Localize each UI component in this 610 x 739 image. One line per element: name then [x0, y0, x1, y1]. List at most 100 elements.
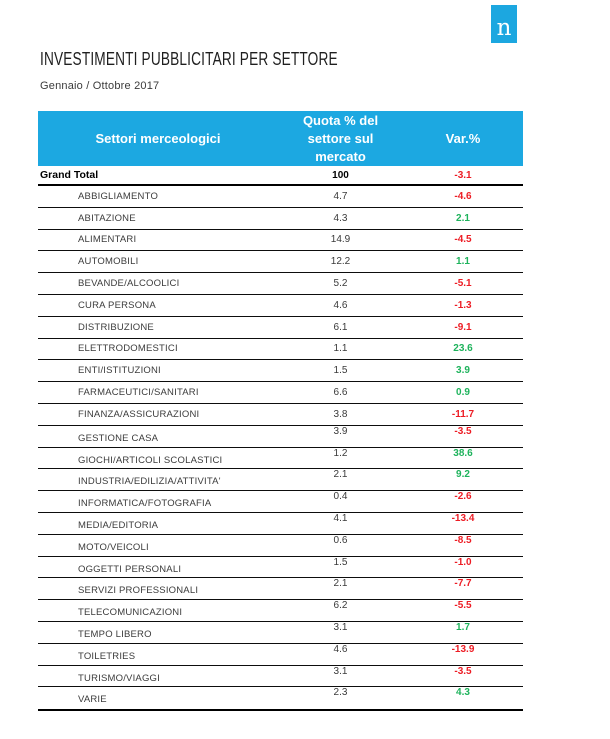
sector-label: TELECOMUNICAZIONI — [78, 607, 183, 619]
market-share-value: 3.1 — [333, 665, 348, 677]
variation-value: -7.7 — [454, 578, 472, 590]
market-share-value: 4.3 — [333, 212, 348, 224]
table-row: AUTOMOBILI 12.2 1.1 — [38, 251, 523, 274]
market-share-value: 14.9 — [330, 234, 351, 246]
table-row: VARIE 2.3 4.3 — [38, 687, 523, 709]
table-row: ALIMENTARI 14.9 -4.5 — [38, 230, 523, 252]
table-row: OGGETTI PERSONALI 1.5 -1.0 — [38, 557, 523, 579]
market-share-value: 4.6 — [333, 643, 348, 655]
sector-label: ENTI/ISTITUZIONI — [78, 365, 161, 377]
table-row: GESTIONE CASA 3.9 -3.5 — [38, 426, 523, 448]
market-share-value: 0.6 — [333, 534, 348, 546]
sector-investments-table: Settori merceologici Quota % del settore… — [38, 111, 523, 712]
table-row: INDUSTRIA/EDILIZIA/ATTIVITA' 2.1 9.2 — [38, 469, 523, 492]
table-body: ABBIGLIAMENTO 4.7 -4.6 ABITAZIONE 4.3 2.1 ALIM… — [38, 186, 523, 712]
variation-value: -9.1 — [454, 321, 472, 333]
table-row: CURA PERSONA 4.6 -1.3 — [38, 295, 523, 317]
table-row: TELECOMUNICAZIONI 6.2 -5.5 — [38, 600, 523, 622]
variation-value: -5.1 — [454, 278, 472, 290]
sector-label: FARMACEUTICI/SANITARI — [78, 387, 199, 399]
grand-total-row: Grand Total 100 -3.1 — [38, 166, 523, 186]
market-share-value: 3.1 — [333, 621, 348, 633]
table-row: TEMPO LIBERO 3.1 1.7 — [38, 622, 523, 644]
sector-label: MOTO/VEICOLI — [78, 541, 149, 553]
table-row: ELETTRODOMESTICI 1.1 23.6 — [38, 339, 523, 361]
sector-label: TEMPO LIBERO — [78, 628, 152, 640]
variation-value: 1.7 — [456, 621, 470, 633]
variation-value: 0.9 — [456, 387, 470, 399]
market-share-value: 12.2 — [330, 256, 351, 268]
variation-value: -2.6 — [454, 491, 472, 503]
page-subtitle: Gennaio / Ottobre 2017 — [40, 80, 160, 92]
table-row: ABITAZIONE 4.3 2.1 — [38, 208, 523, 230]
sector-label: TOILETRIES — [78, 650, 136, 662]
market-share-value: 6.1 — [333, 321, 348, 333]
market-share-value: 2.1 — [333, 578, 348, 590]
market-share-value: 2.3 — [333, 687, 348, 699]
variation-value: -4.6 — [454, 190, 472, 202]
table-row: SERVIZI PROFESSIONALI 2.1 -7.7 — [38, 578, 523, 601]
page-title: INVESTIMENTI PUBBLICITARI PER SETTORE — [40, 49, 338, 69]
sector-label: FINANZA/ASSICURAZIONI — [78, 408, 200, 420]
sector-label: ABBIGLIAMENTO — [78, 190, 159, 202]
sector-label: CURA PERSONA — [78, 299, 156, 311]
grand-total-share: 100 — [332, 169, 349, 181]
table-header-row: Settori merceologici Quota % del settore… — [38, 111, 523, 166]
sector-label: VARIE — [78, 694, 107, 706]
table-row: GIOCHI/ARTICOLI SCOLASTICI 1.2 38.6 — [38, 448, 523, 470]
variation-value: -3.5 — [454, 425, 472, 437]
market-share-value: 1.5 — [333, 365, 348, 377]
grand-total-label: Grand Total — [40, 169, 99, 181]
sector-label: GESTIONE CASA — [78, 432, 159, 444]
sector-label: INFORMATICA/FOTOGRAFIA — [78, 498, 212, 510]
table-row: MEDIA/EDITORIA 4.1 -13.4 — [38, 513, 523, 535]
sector-label: TURISMO/VIAGGI — [78, 672, 160, 684]
sector-label: ALIMENTARI — [78, 234, 137, 246]
variation-value: 9.2 — [456, 469, 470, 481]
column-header-variation: Var.% — [445, 131, 481, 146]
variation-value: -11.7 — [451, 408, 475, 420]
market-share-value: 1.2 — [333, 447, 348, 459]
sector-label: INDUSTRIA/EDILIZIA/ATTIVITA' — [78, 476, 221, 488]
market-share-value: 4.7 — [333, 190, 348, 202]
table-row: TURISMO/VIAGGI 3.1 -3.5 — [38, 666, 523, 688]
variation-value: -3.5 — [454, 665, 472, 677]
market-share-value: 4.6 — [333, 299, 348, 311]
variation-value: 1.1 — [456, 256, 470, 268]
variation-value: -13.9 — [451, 643, 475, 655]
variation-value: -4.5 — [454, 234, 472, 246]
sector-label: GIOCHI/ARTICOLI SCOLASTICI — [78, 454, 223, 466]
table-row: ABBIGLIAMENTO 4.7 -4.6 — [38, 186, 523, 208]
market-share-value: 5.2 — [333, 278, 348, 290]
market-share-value: 6.2 — [333, 600, 348, 612]
market-share-value: 0.4 — [333, 491, 348, 503]
variation-value: -8.5 — [454, 534, 472, 546]
sector-label: MEDIA/EDITORIA — [78, 519, 159, 531]
market-share-value: 3.9 — [333, 425, 348, 437]
variation-value: -13.4 — [451, 512, 475, 524]
market-share-value: 3.8 — [333, 408, 348, 420]
table-row: TOILETRIES 4.6 -13.9 — [38, 644, 523, 666]
column-header-sector: Settori merceologici — [95, 131, 221, 146]
market-share-value: 2.1 — [333, 469, 348, 481]
sector-label: ABITAZIONE — [78, 212, 136, 224]
table-row: DISTRIBUZIONE 6.1 -9.1 — [38, 317, 523, 339]
variation-value: 4.3 — [456, 687, 470, 699]
table-row: INFORMATICA/FOTOGRAFIA 0.4 -2.6 — [38, 491, 523, 513]
nielsen-logo: n — [491, 5, 517, 43]
sector-label: AUTOMOBILI — [78, 256, 139, 268]
column-header-market-share: Quota % del settore sul mercato — [302, 112, 379, 164]
sector-label: OGGETTI PERSONALI — [78, 563, 182, 575]
market-share-value: 1.5 — [333, 556, 348, 568]
variation-value: 3.9 — [456, 365, 470, 377]
variation-value: -5.5 — [454, 600, 472, 612]
sector-label: DISTRIBUZIONE — [78, 321, 154, 333]
table-row: BEVANDE/ALCOOLICI 5.2 -5.1 — [38, 273, 523, 295]
variation-value: 38.6 — [453, 447, 473, 459]
sector-label: BEVANDE/ALCOOLICI — [78, 278, 180, 290]
grand-total-variation: -3.1 — [454, 169, 472, 181]
sector-label: SERVIZI PROFESSIONALI — [78, 585, 199, 597]
market-share-value: 1.1 — [333, 343, 348, 355]
table-row: FARMACEUTICI/SANITARI 6.6 0.9 — [38, 382, 523, 404]
